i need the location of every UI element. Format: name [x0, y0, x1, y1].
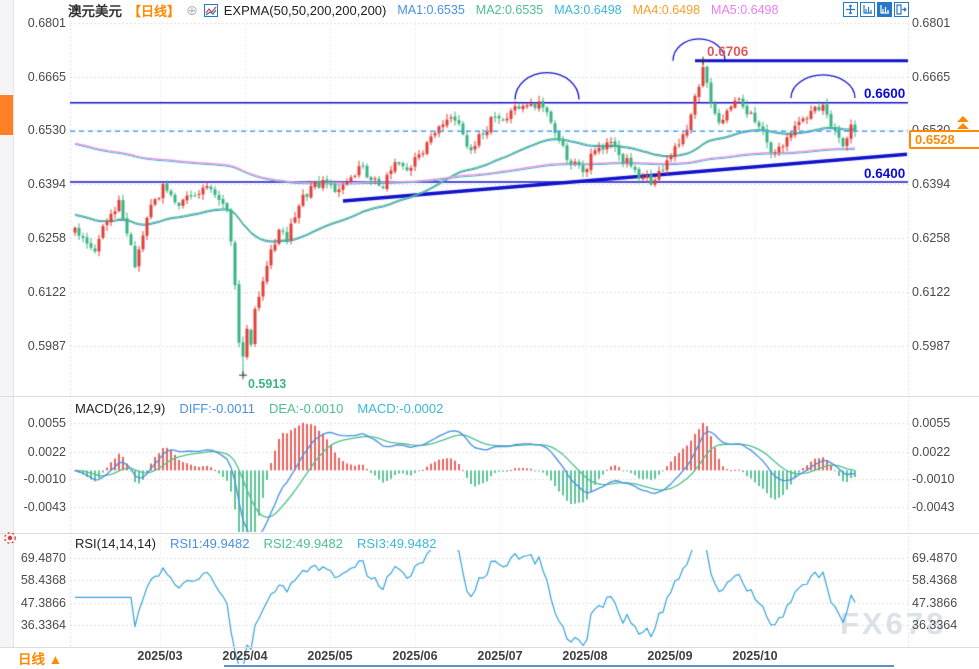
rsi-title: RSI(14,14,14): [75, 536, 156, 551]
rsi-axis-tick-left: 36.3364: [20, 618, 66, 633]
x-axis-month-label: 2025/05: [307, 649, 353, 663]
peak-level-label: 0.6706: [707, 44, 749, 59]
x-axis-month-label: 2025/04: [222, 649, 268, 663]
price-axis-tick-right: 0.6801: [912, 16, 951, 30]
rsi2-value: RSI2:49.9482: [263, 536, 343, 551]
last-price-tag: 0.6528: [909, 130, 979, 149]
ma2-value: MA2:0.6535: [475, 3, 544, 17]
timeframe-up-arrow-icon: ▲: [48, 652, 63, 667]
rsi-axis-tick-right: 69.4870: [912, 550, 958, 565]
drawing-tools-sidebar: [0, 0, 14, 648]
ma4-value: MA4:0.6498: [632, 3, 701, 17]
ma1-value: MA1:0.6535: [397, 3, 465, 17]
rsi3-value: RSI3:49.9482: [356, 536, 437, 551]
price-axis-tick-right: 0.5987: [912, 338, 951, 353]
indicator-name-label: EXPMA(50,50,200,200,200): [223, 2, 387, 18]
macd-title: MACD(26,12,9): [75, 401, 166, 416]
macd-diff-value: DIFF:-0.0011: [179, 401, 255, 416]
macd-axis-tick-right: -0.0010: [912, 471, 955, 486]
macd-axis-tick-right: 0.0055: [912, 416, 951, 431]
price-axis-tick-right: 0.6665: [912, 69, 951, 84]
price-axis-tick-right: 0.6122: [912, 285, 951, 300]
x-axis-month-label: 2025/06: [392, 649, 438, 663]
axis-scale-active-icon[interactable]: [877, 2, 892, 17]
macd-axis-tick-left: -0.0010: [23, 471, 66, 486]
bottom-frame-line: [224, 665, 894, 667]
price-axis-tick-right: 0.6394: [912, 177, 951, 192]
sidebar-active-tool[interactable]: [0, 95, 13, 135]
ma5-value: MA5:0.6498: [711, 3, 779, 17]
support-level-label: 0.6400: [864, 166, 906, 181]
x-axis-month-label: 2025/03: [137, 649, 183, 663]
macd-header: MACD(26,12,9) DIFF:-0.0011 DEA:-0.0010 M…: [75, 401, 443, 416]
price-axis-tick-left: 0.5987: [27, 338, 66, 353]
price-axis-tick-left: 0.6258: [27, 231, 66, 246]
panel-separator: [0, 647, 979, 648]
macd-axis-tick-left: -0.0043: [23, 500, 66, 515]
x-axis-month-label: 2025/08: [562, 649, 608, 663]
macd-axis-tick-left: 0.0055: [27, 416, 66, 431]
price-axis-tick-left: 0.6665: [27, 69, 66, 84]
timeframe-tag: 【日线】: [128, 3, 181, 19]
price-axis-tick-left: 0.6122: [27, 285, 66, 300]
rsi-axis-tick-right: 47.3866: [912, 595, 958, 610]
price-up-arrows-icon: [957, 116, 969, 130]
price-axis-tick-left: 0.6394: [27, 177, 66, 192]
live-indicator-icon: [3, 531, 17, 550]
low-point-label: 0.5913: [248, 377, 287, 391]
symbol-title: 澳元美元: [68, 4, 122, 19]
indicator-chart-icon[interactable]: [203, 3, 218, 17]
add-indicator-icon[interactable]: ⊕: [186, 2, 198, 18]
price-axis-tick-left: 0.6801: [27, 16, 66, 30]
x-axis-month-label: 2025/10: [732, 649, 778, 663]
macd-macd-value: MACD:-0.0002: [357, 401, 444, 416]
rsi-header: RSI(14,14,14) RSI1:49.9482 RSI2:49.9482 …: [75, 536, 436, 551]
resistance-level-label: 0.6600: [864, 86, 906, 101]
chart-toolbar: [843, 2, 909, 17]
axis-scale-icon[interactable]: [860, 2, 875, 17]
macd-axis-tick-right: 0.0022: [912, 444, 951, 459]
price-axis-tick-left: 0.6530: [27, 123, 66, 138]
chart-header: 澳元美元 【日线】 ⊕ EXPMA(50,50,200,200,200) MA1…: [68, 1, 779, 20]
ma3-value: MA3:0.6498: [554, 3, 622, 17]
pan-tool-icon[interactable]: [843, 2, 858, 17]
panel-separator: [0, 396, 979, 397]
panel-separator: [0, 533, 979, 534]
rsi-axis-tick-left: 47.3866: [20, 595, 66, 610]
price-axis-tick-right: 0.6258: [912, 231, 951, 246]
rsi1-value: RSI1:49.9482: [169, 536, 250, 551]
macd-dea-value: DEA:-0.0010: [268, 401, 344, 416]
rsi-axis-tick-right: 36.3364: [912, 618, 958, 633]
rsi-axis-tick-left: 69.4870: [20, 550, 66, 565]
exit-fullscreen-icon[interactable]: [894, 2, 909, 17]
macd-axis-tick-left: 0.0022: [27, 444, 66, 459]
rsi-axis-tick-right: 58.4368: [912, 573, 958, 588]
timeframe-label: 日线: [18, 652, 45, 667]
macd-axis-tick-right: -0.0043: [912, 500, 955, 515]
timeframe-selector[interactable]: 日线 ▲: [18, 648, 62, 668]
rsi-axis-tick-left: 58.4368: [20, 573, 66, 588]
x-axis-month-label: 2025/07: [477, 649, 523, 663]
x-axis-month-label: 2025/09: [647, 649, 693, 663]
